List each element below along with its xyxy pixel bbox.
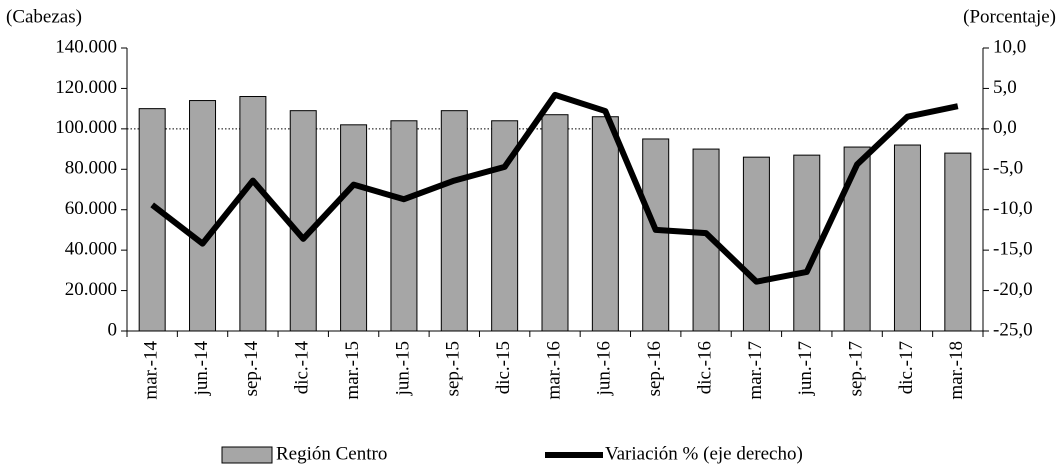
x-tick-label: jun.-14 [191,341,212,397]
line [150,91,959,285]
bar [239,96,267,332]
y-tick-label: 60.000 [65,198,117,219]
bar [189,100,217,332]
bar [742,156,770,332]
bar [541,114,569,332]
x-tick-label: mar.-14 [141,341,162,400]
y2-tick-label: -5,0 [993,158,1023,179]
y-tick-label: 120.000 [55,77,117,98]
y-tick-label: 40.000 [65,239,117,260]
y2-tick-label: -15,0 [993,239,1033,260]
x-tick-label: jun.-17 [795,341,816,396]
legend-swatch [221,446,273,464]
bar [692,148,720,332]
y-tick-label: 0 [108,319,118,340]
bar [944,152,972,332]
x-tick-label: sep.-16 [644,341,665,396]
bar [642,138,670,332]
x-tick-label: mar.-18 [946,341,967,400]
y-tick-label: 140.000 [55,36,117,57]
bar [893,144,921,332]
y-tick-label: 80.000 [65,158,117,179]
legend-label: Región Centro [276,443,387,464]
bar [843,146,871,332]
y2-tick-label: 10,0 [993,36,1026,57]
x-tick-label: dic.-15 [493,341,514,394]
y2-tick-label: -10,0 [993,198,1033,219]
y2-axis-label: (Porcentaje) [963,6,1056,27]
x-tick-label: mar.-15 [342,341,363,400]
x-tick-label: sep.-17 [845,341,866,396]
x-tick-label: dic.-16 [694,341,715,394]
x-tick-label: dic.-14 [292,341,313,395]
bar [793,154,821,332]
bar [390,120,418,332]
x-tick-label: sep.-15 [443,341,464,396]
legend-label: Variación % (eje derecho) [605,443,803,464]
bar [440,110,468,332]
y2-tick-label: 0,0 [993,117,1017,138]
bar [138,108,166,332]
bar [289,110,317,332]
x-tick-label: sep.-14 [241,341,262,397]
y2-tick-label: -20,0 [993,279,1033,300]
x-tick-label: mar.-17 [745,341,766,400]
y-tick-label: 20.000 [65,279,117,300]
y2-tick-label: -25,0 [993,319,1033,340]
x-tick-label: mar.-16 [543,341,564,400]
x-tick-label: jun.-15 [392,341,413,396]
x-tick-label: jun.-16 [594,341,615,396]
bar [591,116,619,332]
y2-tick-label: 5,0 [993,77,1017,98]
bar [340,124,368,332]
y-axis-label: (Cabezas) [6,6,82,27]
x-tick-label: dic.-17 [896,341,917,394]
y-tick-label: 100.000 [55,117,117,138]
